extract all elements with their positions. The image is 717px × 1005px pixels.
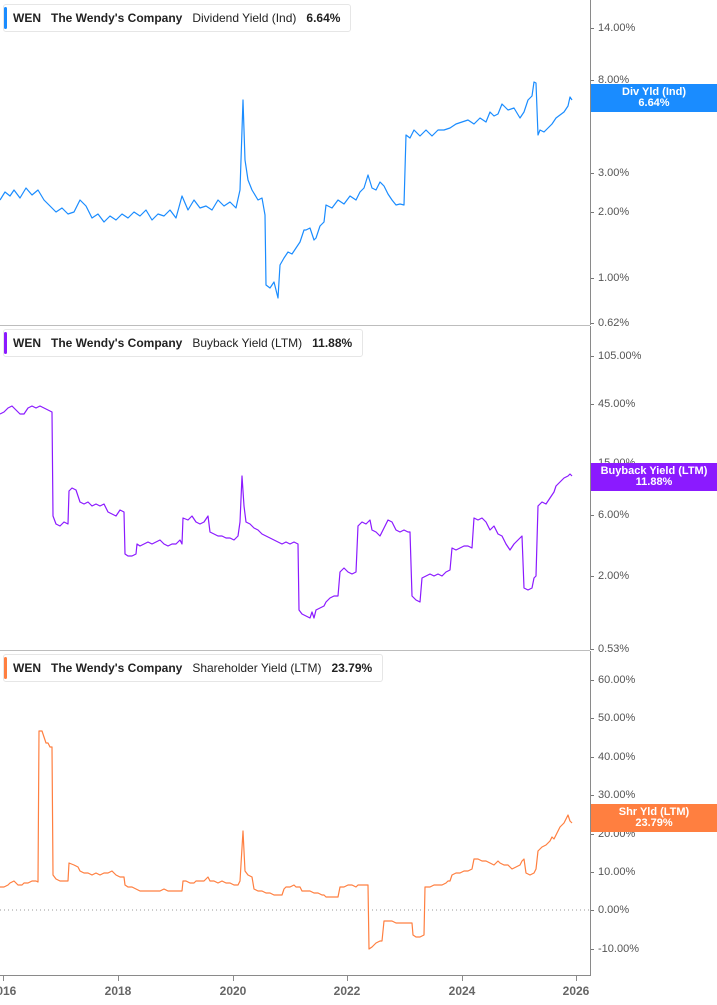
metric-value: 23.79%: [331, 661, 373, 675]
ticker-label: WEN: [13, 336, 41, 350]
y-axis-line: [590, 651, 591, 975]
buyback-yield-line: [0, 405, 573, 619]
y-tick: 14.00%: [591, 22, 635, 34]
y-tick: 6.00%: [591, 509, 629, 521]
company-label: The Wendy's Company: [51, 661, 183, 675]
y-tick: 8.00%: [591, 74, 629, 86]
y-tick: 105.00%: [591, 350, 641, 362]
company-label: The Wendy's Company: [51, 11, 183, 25]
buyback-yield-value-tag: Buyback Yield (LTM) 11.88%: [591, 463, 717, 491]
tag-value: 23.79%: [635, 817, 673, 829]
tag-value: 11.88%: [635, 476, 673, 488]
tag-label: Shr Yld (LTM): [618, 806, 690, 818]
y-tick: 45.00%: [591, 398, 635, 410]
y-tick: 10.00%: [591, 866, 635, 878]
y-tick: 60.00%: [591, 674, 635, 686]
dividend-yield-value-tag: Div Yld (Ind) 6.64%: [591, 84, 717, 112]
y-tick: 2.00%: [591, 206, 629, 218]
y-tick: 2.00%: [591, 570, 629, 582]
ticker-label: WEN: [13, 11, 41, 25]
x-tick: [347, 976, 348, 981]
y-tick: 40.00%: [591, 751, 635, 763]
ticker-label: WEN: [13, 661, 41, 675]
buyback-yield-legend[interactable]: WEN The Wendy's Company Buyback Yield (L…: [3, 329, 364, 357]
y-tick: 0.53%: [591, 643, 629, 655]
panel-separator: [0, 650, 590, 651]
dividend-yield-legend[interactable]: WEN The Wendy's Company Dividend Yield (…: [3, 4, 352, 32]
y-axis-line: [590, 326, 591, 650]
x-axis-line: [0, 975, 591, 976]
tag-label: Div Yld (Ind): [622, 86, 686, 98]
series-color-marker: [4, 332, 7, 354]
buyback-yield-panel: WEN The Wendy's Company Buyback Yield (L…: [0, 326, 717, 655]
x-tick: [118, 976, 119, 981]
dividend-yield-panel: WEN The Wendy's Company Dividend Yield (…: [0, 0, 717, 329]
y-tick: 30.00%: [591, 789, 635, 801]
x-tick: [462, 976, 463, 981]
x-axis-label: 2022: [333, 984, 361, 998]
x-axis-label: 2024: [448, 984, 476, 998]
x-tick: [233, 976, 234, 981]
y-axis-line: [590, 0, 591, 325]
shareholder-yield-value-tag: Shr Yld (LTM) 23.79%: [591, 804, 717, 832]
metric-label: Shareholder Yield (LTM): [192, 661, 322, 675]
series-color-marker: [4, 657, 7, 679]
company-label: The Wendy's Company: [51, 336, 183, 350]
x-tick: [3, 976, 4, 981]
x-axis-label: 2020: [219, 984, 247, 998]
tag-label: Buyback Yield (LTM): [600, 465, 708, 477]
y-tick: -10.00%: [591, 943, 639, 955]
x-axis-label: 2018: [104, 984, 132, 998]
metric-label: Buyback Yield (LTM): [192, 336, 303, 350]
y-tick: 0.00%: [591, 904, 629, 916]
shareholder-yield-line: [0, 730, 590, 950]
dividend-yield-line: [0, 81, 573, 299]
x-axis-label: 2016: [0, 984, 17, 998]
x-tick: [576, 976, 577, 981]
y-tick: 1.00%: [591, 272, 629, 284]
series-color-marker: [4, 7, 7, 29]
tag-value: 6.64%: [638, 97, 670, 109]
shareholder-yield-legend[interactable]: WEN The Wendy's Company Shareholder Yiel…: [3, 654, 384, 682]
panel-separator: [0, 325, 590, 326]
metric-value: 6.64%: [306, 11, 341, 25]
y-tick: 50.00%: [591, 712, 635, 724]
metric-label: Dividend Yield (Ind): [192, 11, 297, 25]
metric-value: 11.88%: [312, 336, 353, 350]
y-tick: 0.62%: [591, 317, 629, 329]
x-axis-label: 2026: [562, 984, 590, 998]
y-tick: 3.00%: [591, 167, 629, 179]
shareholder-yield-panel: WEN The Wendy's Company Shareholder Yiel…: [0, 651, 717, 975]
